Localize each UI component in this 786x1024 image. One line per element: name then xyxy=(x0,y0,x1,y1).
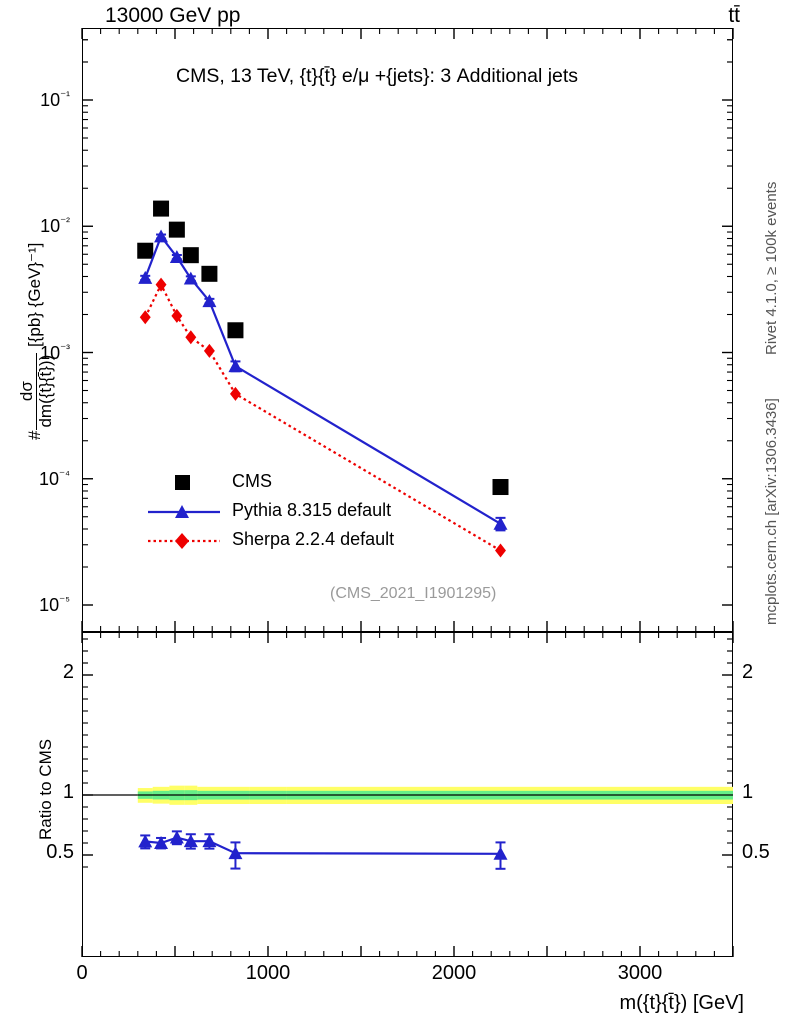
data-marker xyxy=(202,834,217,848)
legend-label-cms: CMS xyxy=(232,471,272,491)
data-marker xyxy=(183,834,198,848)
ratio-series-line xyxy=(145,836,501,855)
plot-title: CMS, 13 TeV, {t}{t̄} e/μ +{jets}: 3 Addi… xyxy=(176,65,579,87)
data-marker xyxy=(169,830,184,844)
data-marker xyxy=(227,322,244,339)
ratio-y-tick-label-left: 2 xyxy=(62,661,74,683)
legend-symbol-square xyxy=(148,468,222,497)
data-marker xyxy=(228,846,243,860)
ratio-y-tick-label-right: 2 xyxy=(742,661,754,683)
ratio-y-tick-label-left: 0.5 xyxy=(46,841,74,863)
series-line-triangle xyxy=(144,234,502,525)
ratio-y-tick-label-left: 1 xyxy=(62,781,74,803)
legend-label-sherpa: Sherpa 2.2.4 default xyxy=(232,529,395,549)
legend-label-pythia: Pythia 8.315 default xyxy=(232,500,392,520)
data-marker xyxy=(137,242,154,259)
data-marker xyxy=(138,270,153,284)
data-marker xyxy=(154,836,169,849)
data-marker xyxy=(228,359,243,373)
data-marker xyxy=(169,250,184,264)
y-tick-label: 10⁻⁵ xyxy=(39,595,70,615)
header-process-label: tt̄ xyxy=(728,4,740,27)
data-marker xyxy=(139,310,151,325)
data-marker xyxy=(155,277,167,292)
data-marker xyxy=(185,330,197,345)
data-marker xyxy=(201,265,218,282)
data-marker xyxy=(229,386,241,401)
x-tick-label: 2000 xyxy=(431,962,477,984)
data-marker xyxy=(495,543,506,558)
y-tick-label: 10⁻³ xyxy=(40,342,70,363)
x-tick-label: 3000 xyxy=(617,962,663,984)
x-axis-label: m({t}{t̄}) [GeV] xyxy=(619,992,744,1014)
data-marker xyxy=(138,834,153,848)
data-marker xyxy=(493,846,508,860)
main-plot-frame xyxy=(82,28,733,632)
y-tick-label: 10⁻⁴ xyxy=(38,468,70,489)
ratio-y-tick-label-right: 0.5 xyxy=(742,841,770,863)
data-marker xyxy=(183,271,198,285)
x-tick-label: 1000 xyxy=(245,962,291,984)
x-tick-label: 0 xyxy=(76,962,88,984)
data-marker xyxy=(168,221,185,238)
header-beam-label: 13000 GeV pp xyxy=(105,4,241,27)
data-marker xyxy=(203,343,215,358)
legend-symbol-triangle-line xyxy=(148,497,222,526)
data-marker xyxy=(153,200,170,217)
data-marker xyxy=(182,247,199,264)
y-tick-label: 10⁻¹ xyxy=(40,90,70,110)
analysis-id-watermark: (CMS_2021_I1901295) xyxy=(330,585,497,602)
y-tick-label: 10⁻² xyxy=(40,216,70,237)
data-marker xyxy=(171,308,183,323)
data-marker xyxy=(493,516,508,530)
data-marker xyxy=(154,229,169,243)
data-marker xyxy=(492,479,509,496)
legend-symbol-diamond-line xyxy=(148,526,222,555)
data-marker xyxy=(202,294,217,308)
ratio-y-tick-label-right: 1 xyxy=(742,781,754,803)
